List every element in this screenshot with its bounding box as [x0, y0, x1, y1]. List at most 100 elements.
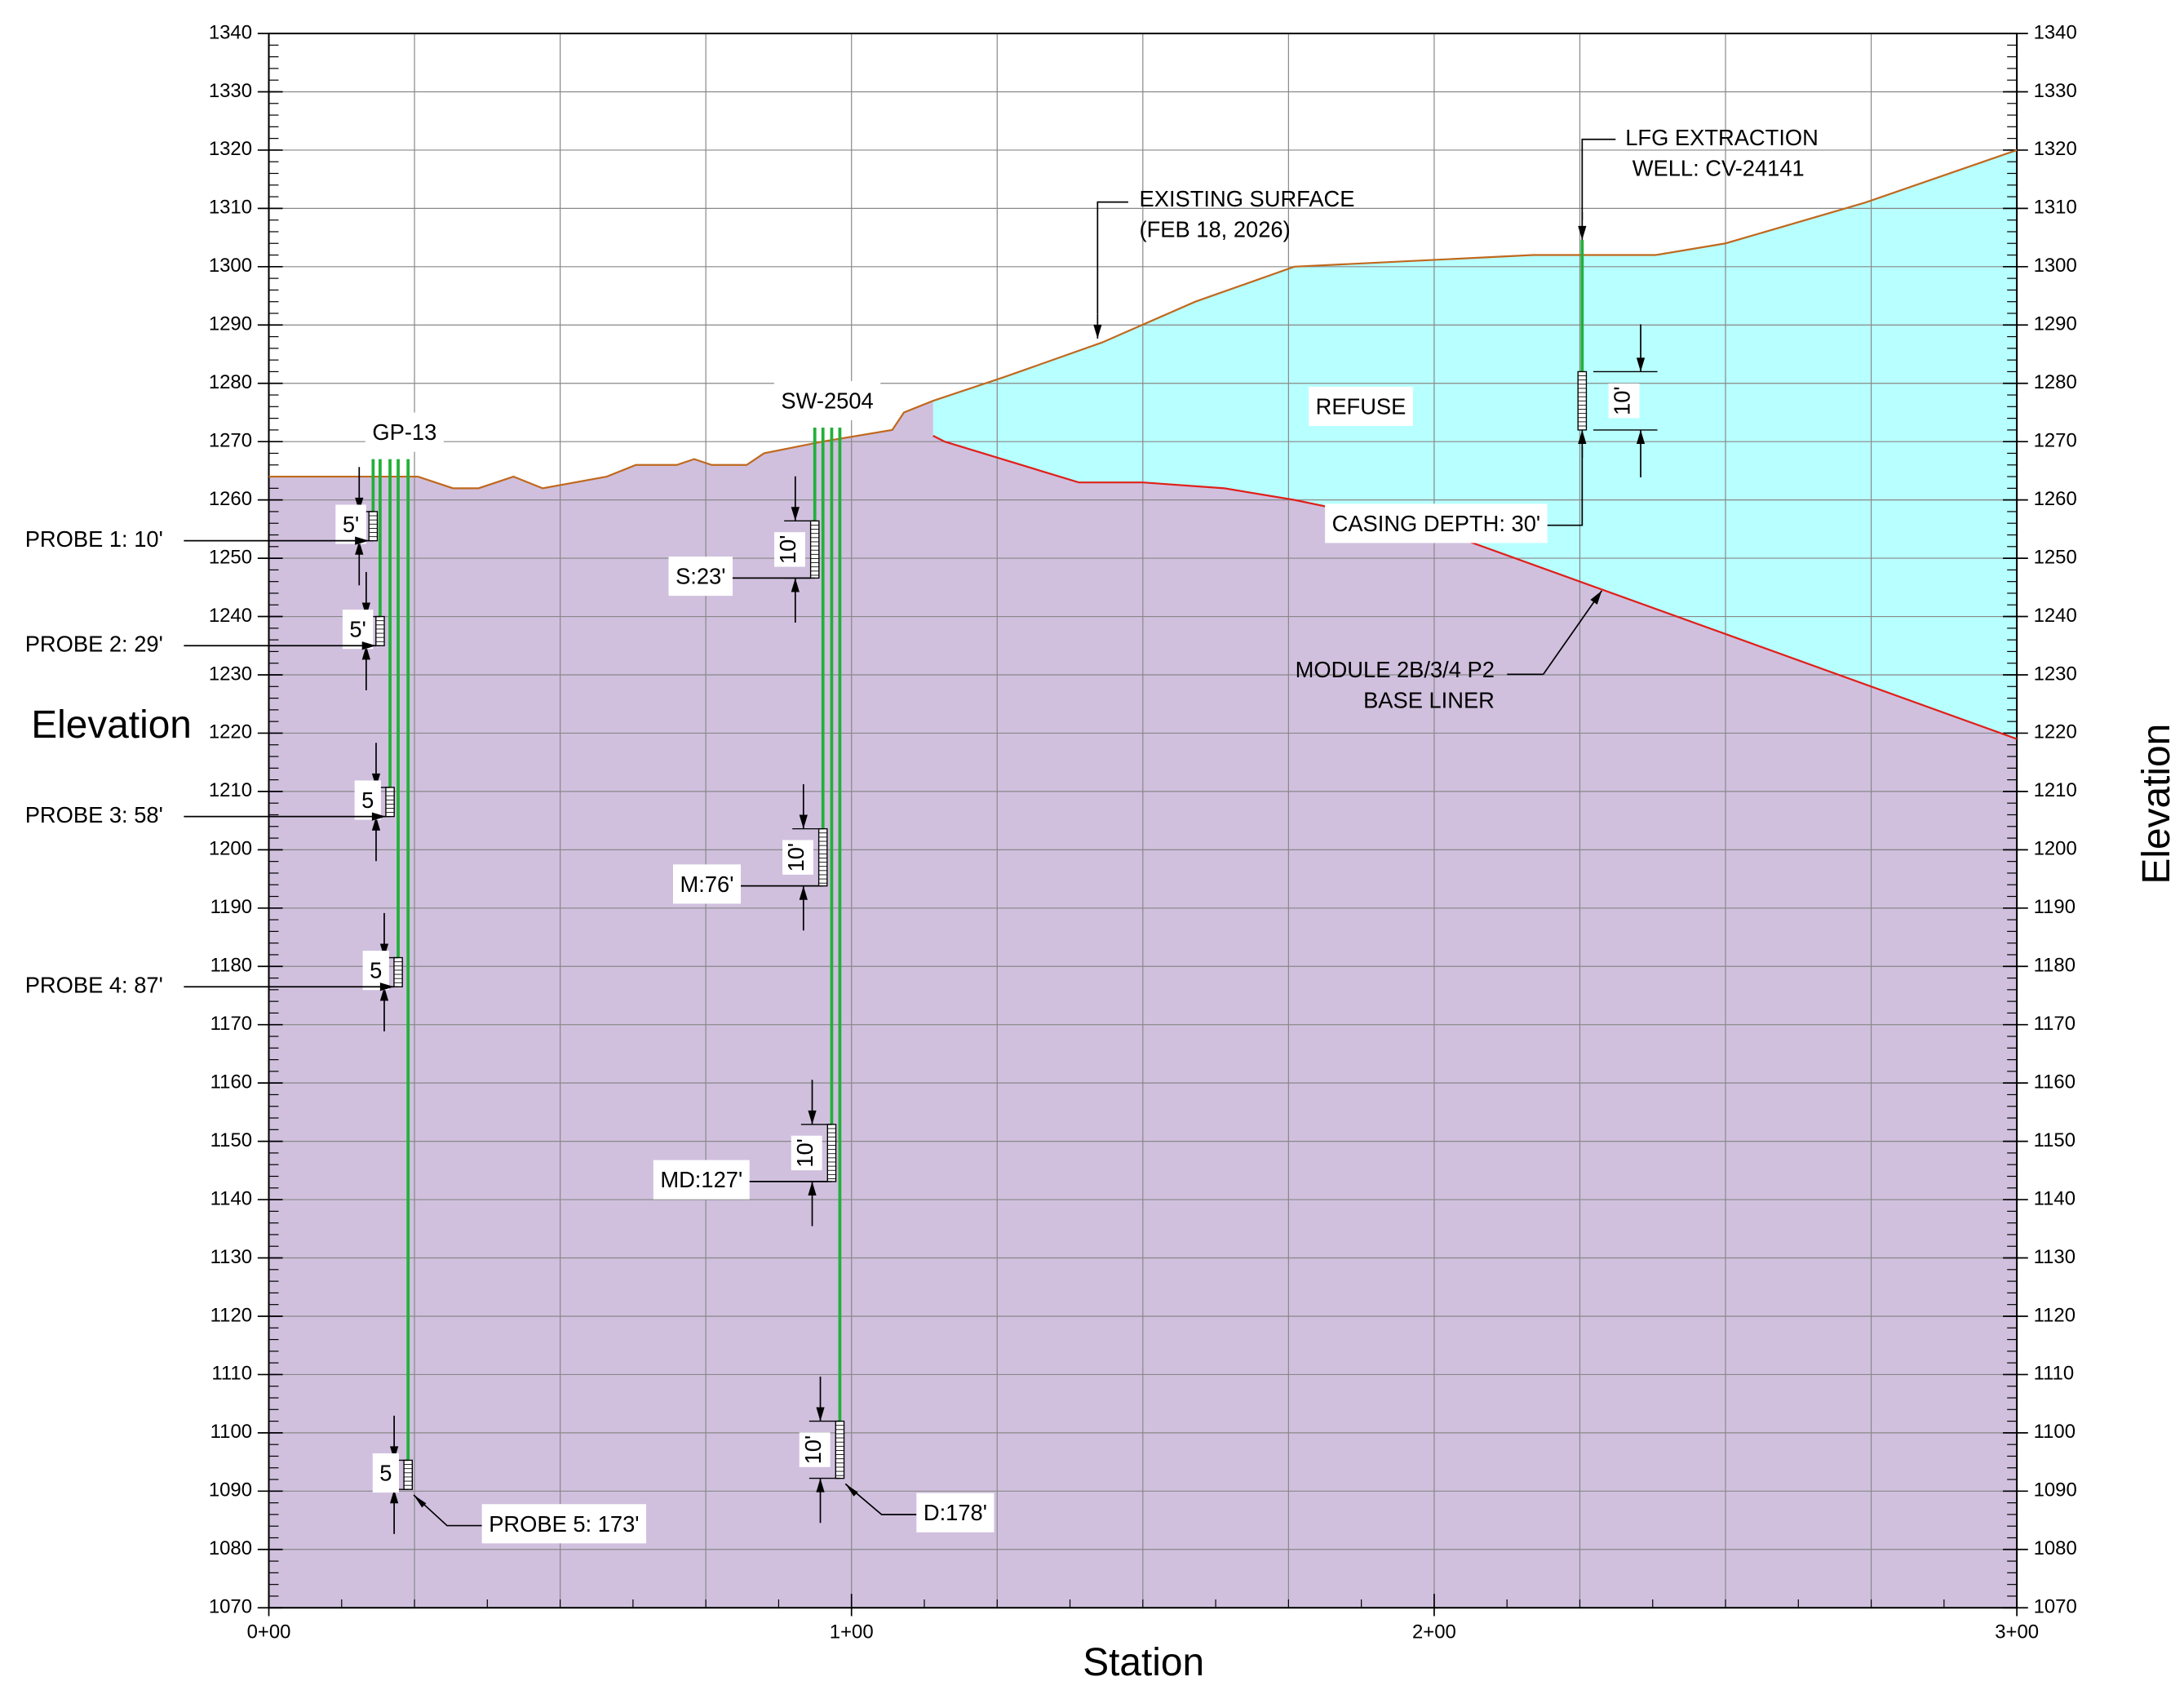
arrow-head — [845, 1484, 858, 1497]
y-tick-label: 1340 — [209, 21, 252, 43]
y-tick-label: 1270 — [209, 429, 252, 451]
label-box — [782, 840, 813, 875]
dim-label: 10' — [783, 843, 808, 872]
y2-tick-label: 1310 — [2034, 197, 2077, 219]
y2-tick-label: 1260 — [2034, 488, 2077, 510]
y-tick-label: 1260 — [209, 488, 252, 510]
arrow-head — [371, 816, 381, 831]
leader — [1542, 590, 1603, 675]
y2-tick-label: 1340 — [2034, 21, 2077, 43]
arrow-head — [816, 1478, 825, 1493]
y-tick-label: 1090 — [209, 1479, 252, 1501]
leader — [1096, 201, 1128, 314]
x-tick-label: 1+00 — [830, 1621, 874, 1643]
y-tick-label: 1320 — [209, 138, 252, 160]
y-tick-label: 1210 — [209, 779, 252, 801]
y-tick-label: 1080 — [209, 1537, 252, 1559]
y-tick-label: 1310 — [209, 197, 252, 219]
leader — [413, 1494, 482, 1527]
x-axis-title: Station — [1083, 1641, 1204, 1684]
label-box — [668, 557, 733, 597]
well-name: SW-2504 — [781, 388, 873, 414]
arrow-head — [1636, 429, 1646, 444]
plot-frame — [268, 32, 2018, 1609]
x-tick-label: 2+00 — [1412, 1621, 1456, 1643]
label-box — [1608, 383, 1640, 419]
arrow-head — [1636, 357, 1646, 372]
y2-tick-label: 1180 — [2034, 955, 2075, 977]
probe-label: PROBE 5: 173' — [489, 1511, 639, 1537]
arrow-head — [355, 536, 370, 545]
dim-label: 10' — [1610, 386, 1635, 415]
dim-label: 5 — [370, 958, 382, 983]
arrow-head — [791, 507, 800, 521]
label-box — [342, 610, 374, 650]
probe-label: MD:127' — [660, 1167, 742, 1192]
y2-tick-label: 1190 — [2034, 896, 2075, 918]
arrow-head — [1578, 225, 1587, 240]
arrow-head — [414, 1495, 427, 1508]
y2-tick-label: 1080 — [2034, 1537, 2077, 1559]
arrow-head — [1093, 324, 1102, 339]
arrow-head — [816, 1407, 825, 1422]
liner-label: BASE LINER — [1363, 688, 1495, 713]
label-box — [354, 780, 381, 820]
liner-label: MODULE 2B/3/4 P2 — [1296, 657, 1495, 682]
probe-label: PROBE 2: 29' — [25, 631, 163, 656]
y2-tick-label: 1290 — [2034, 313, 2077, 335]
y-tick-label: 1230 — [209, 663, 252, 685]
y2-tick-label: 1220 — [2034, 721, 2077, 743]
arrow-head — [791, 578, 800, 592]
y-tick-label: 1200 — [209, 838, 252, 860]
probe-label: PROBE 1: 10' — [25, 526, 163, 552]
surface-label: (FEB 18, 2026) — [1140, 217, 1291, 242]
y-tick-label: 1150 — [210, 1129, 252, 1151]
label-box — [362, 951, 389, 991]
arrow-head — [361, 645, 370, 660]
probe-label: PROBE 4: 87' — [25, 972, 163, 997]
label-box — [372, 1453, 400, 1493]
y2-tick-label: 1100 — [2034, 1421, 2075, 1443]
label-box — [774, 532, 805, 567]
leader — [1545, 446, 1584, 526]
label-box — [1325, 503, 1548, 543]
label-box — [799, 1432, 831, 1467]
casing-label: CASING DEPTH: 30' — [1332, 511, 1541, 536]
arrow-head — [808, 1110, 817, 1124]
probe-label: PROBE 3: 58' — [25, 802, 163, 827]
y2-axis-title: Elevation — [2135, 724, 2178, 885]
y2-tick-label: 1090 — [2034, 1479, 2077, 1501]
y-tick-label: 1070 — [209, 1596, 252, 1618]
dim-label: 5' — [349, 617, 365, 642]
arrow-head — [390, 1489, 399, 1504]
arrow-head — [799, 885, 808, 900]
arrow-head — [799, 814, 808, 829]
y-tick-label: 1290 — [209, 313, 252, 335]
y-tick-label: 1160 — [210, 1071, 252, 1093]
surface-label: EXISTING SURFACE — [1140, 186, 1355, 211]
arrow-head — [390, 1446, 399, 1461]
y-tick-label: 1170 — [210, 1013, 252, 1035]
y2-tick-label: 1160 — [2034, 1071, 2075, 1093]
dim-label: 5 — [361, 787, 374, 813]
y2-tick-label: 1130 — [2034, 1246, 2075, 1268]
refuse-label: REFUSE — [1316, 393, 1407, 419]
y2-tick-label: 1270 — [2034, 429, 2077, 451]
dim-label: 10' — [792, 1138, 817, 1168]
y2-tick-label: 1170 — [2034, 1013, 2075, 1035]
label-box — [673, 864, 741, 904]
arrow-head — [379, 987, 389, 1001]
y-tick-label: 1220 — [209, 721, 252, 743]
y-tick-label: 1250 — [209, 546, 252, 568]
y2-tick-label: 1070 — [2034, 1596, 2077, 1618]
y-tick-label: 1190 — [210, 896, 252, 918]
well-label: WELL: CV-24141 — [1632, 156, 1805, 181]
arrow-head — [371, 812, 386, 821]
y2-tick-label: 1320 — [2034, 138, 2077, 160]
y2-tick-label: 1150 — [2034, 1129, 2075, 1151]
y-tick-label: 1100 — [210, 1421, 252, 1443]
label-box — [335, 504, 366, 544]
x-tick-label: 0+00 — [247, 1621, 291, 1643]
label-box — [653, 1160, 750, 1200]
